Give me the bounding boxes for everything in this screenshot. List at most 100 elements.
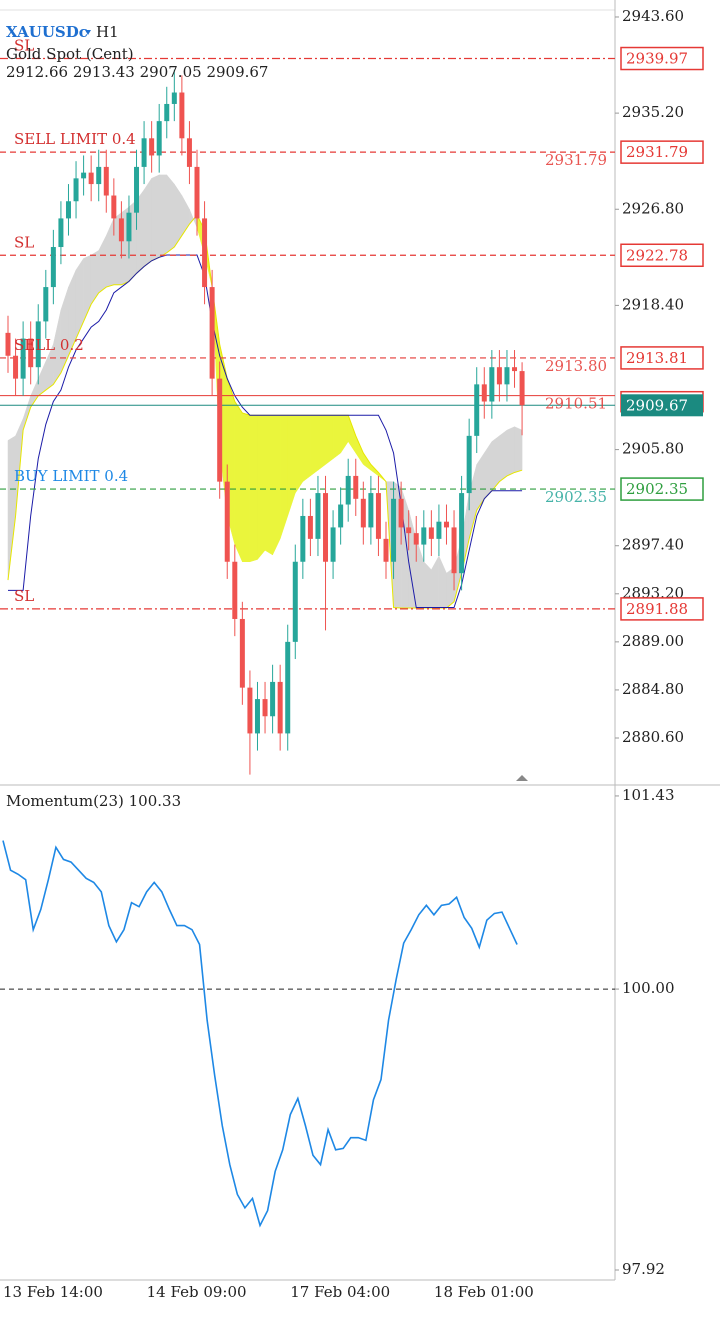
- y-tick-label: 2880.60: [622, 728, 684, 746]
- cloud-segment: [317, 415, 326, 471]
- cloud-segment: [264, 415, 273, 556]
- x-tick-label: 14 Feb 09:00: [147, 1283, 247, 1301]
- candles-layer: [2, 69, 525, 1228]
- y-tick-label: 100.00: [622, 979, 675, 997]
- candle-body: [35, 321, 41, 368]
- candle-body: [353, 475, 359, 499]
- candle-body: [345, 475, 351, 505]
- cloud-segment: [302, 415, 311, 483]
- order-label: SELL LIMIT 0.4: [14, 130, 136, 148]
- description: Gold Spot (Cent): [6, 45, 134, 63]
- cloud-segment: [242, 412, 251, 562]
- candle-body: [179, 92, 185, 139]
- candle-body: [224, 481, 230, 562]
- candle-body: [474, 384, 480, 436]
- cloud-segment: [166, 174, 175, 254]
- indicator-title: Momentum(23) 100.33: [6, 792, 181, 810]
- candle-body: [512, 367, 518, 372]
- kijun-line: [8, 254, 523, 609]
- candle-body: [421, 527, 427, 545]
- candle-body: [13, 355, 19, 379]
- candle-body: [20, 338, 26, 379]
- price-box-label: 2922.78: [626, 246, 688, 264]
- price-box-label: 2891.88: [626, 600, 688, 618]
- candle-body: [58, 218, 64, 248]
- candle-body: [118, 218, 124, 242]
- cloud-segment: [143, 177, 152, 267]
- cloud-segment: [257, 415, 266, 561]
- ask-label: 2910.51: [545, 395, 607, 413]
- candle-body: [194, 166, 200, 219]
- cloud-segment: [332, 415, 341, 460]
- ohlc-low: 2907.05: [140, 63, 202, 81]
- x-tick-label: 18 Feb 01:00: [434, 1283, 534, 1301]
- candle-body: [239, 618, 245, 688]
- price-box-label: 2902.35: [626, 480, 688, 498]
- candle-body: [504, 367, 510, 385]
- indicator-name: Momentum(23): [6, 792, 124, 810]
- candle-body: [406, 527, 412, 534]
- price-box-label: 2931.79: [626, 143, 688, 161]
- order-label: SL: [14, 233, 34, 251]
- y-tick-label: 2884.80: [622, 680, 684, 698]
- x-tick-label: 13 Feb 14:00: [3, 1283, 103, 1301]
- price-box: [620, 597, 704, 621]
- candle-body: [496, 367, 502, 385]
- price-box-label: 2939.97: [626, 50, 688, 68]
- cloud-segment: [151, 174, 160, 262]
- candle-body: [111, 195, 117, 219]
- candle-body: [65, 201, 71, 219]
- x-tick-label: 17 Feb 04:00: [290, 1283, 390, 1301]
- candle-body: [285, 641, 291, 734]
- candle-body: [217, 378, 223, 482]
- candle-body: [368, 493, 374, 528]
- order-label: SELL 0.2: [14, 336, 84, 354]
- candle-body: [28, 338, 34, 368]
- y-tick-label: 2889.00: [622, 632, 684, 650]
- candle-body: [398, 498, 404, 528]
- ohlc-close: 2909.67: [206, 63, 268, 81]
- bid-label: 2909.67: [626, 396, 688, 414]
- candle-body: [481, 384, 487, 402]
- candle-body: [451, 527, 457, 574]
- candle-body: [375, 493, 381, 539]
- labels-layer: 2943.60 2935.20 2926.80 2918.40 2905.80 2897.…: [3, 7, 704, 1301]
- indicator-value: 100.33: [129, 792, 182, 810]
- candle-body: [307, 515, 313, 539]
- candle-body: [443, 521, 449, 528]
- y-tick-label: 2905.80: [622, 440, 684, 458]
- candle-body: [489, 367, 495, 402]
- candle-body: [149, 138, 155, 156]
- price-box: [620, 46, 704, 71]
- ohlc: 2912.66 2913.43 2907.05 2909.67: [6, 63, 268, 81]
- price-box: [620, 477, 704, 501]
- scroll-marker: [516, 775, 528, 781]
- candle-body: [141, 138, 147, 167]
- candle-body: [96, 166, 102, 185]
- candle-body: [232, 561, 238, 619]
- symbol: XAUUSDc: [6, 23, 88, 41]
- price-box: [620, 243, 704, 268]
- candle-body: [300, 515, 306, 562]
- cloud-segment: [506, 426, 515, 477]
- candle-body: [383, 538, 389, 562]
- y-tick-label: 2943.60: [622, 7, 684, 25]
- candle-body: [519, 371, 525, 406]
- order-label: BUY LIMIT 0.4: [14, 467, 128, 485]
- candle-body: [338, 504, 344, 528]
- symbol-dropdown[interactable]: [85, 30, 91, 35]
- cloud-segment: [499, 429, 508, 483]
- candle-body: [315, 493, 321, 539]
- candle-body: [81, 172, 87, 179]
- candle-body: [413, 533, 419, 545]
- order-price-label: 2931.79: [545, 151, 607, 169]
- price-box: [620, 140, 704, 164]
- candle-body: [156, 121, 162, 156]
- candle-body: [277, 681, 283, 734]
- candle-body: [466, 435, 472, 494]
- candle-body: [164, 103, 170, 122]
- candle-body: [459, 493, 465, 574]
- candle-body: [73, 178, 79, 202]
- candle-body: [391, 498, 397, 562]
